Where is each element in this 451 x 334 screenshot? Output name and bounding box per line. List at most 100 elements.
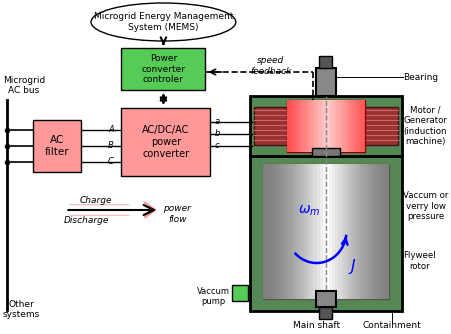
Text: $J$: $J$ xyxy=(347,257,355,276)
Text: Containment: Containment xyxy=(362,321,421,330)
Bar xyxy=(304,100,307,152)
Bar xyxy=(336,100,338,152)
Bar xyxy=(263,164,266,299)
Bar xyxy=(366,164,369,299)
Bar xyxy=(289,100,291,152)
Text: Power
converter
controler: Power converter controler xyxy=(141,54,185,84)
Bar xyxy=(296,100,299,152)
Text: Vaccum
pump: Vaccum pump xyxy=(196,287,229,306)
Bar xyxy=(294,100,296,152)
Bar xyxy=(315,291,336,307)
Bar xyxy=(331,164,335,299)
Bar xyxy=(335,164,338,299)
Bar xyxy=(291,100,294,152)
Bar xyxy=(312,100,315,152)
Text: power
flow: power flow xyxy=(163,204,191,224)
Bar xyxy=(266,164,269,299)
Bar xyxy=(349,100,351,152)
Text: Microgrid Energy Management
System (MEMS): Microgrid Energy Management System (MEMS… xyxy=(93,12,233,32)
Bar xyxy=(297,164,300,299)
Text: Other
systems: Other systems xyxy=(3,300,40,319)
Bar xyxy=(362,107,397,145)
Ellipse shape xyxy=(91,3,235,41)
Bar xyxy=(378,164,382,299)
Text: Flyweel
rotor: Flyweel rotor xyxy=(403,251,435,271)
Bar xyxy=(315,100,318,152)
Bar xyxy=(299,100,302,152)
Text: B: B xyxy=(108,141,114,150)
Bar xyxy=(278,164,281,299)
Bar xyxy=(231,285,248,301)
Bar xyxy=(369,164,372,299)
Bar xyxy=(319,164,322,299)
Bar xyxy=(302,100,304,152)
Bar xyxy=(316,164,319,299)
Bar xyxy=(372,164,375,299)
Text: Vaccum or
verry low
pressure: Vaccum or verry low pressure xyxy=(403,191,448,221)
Bar xyxy=(328,100,331,152)
Bar xyxy=(351,100,354,152)
Text: b: b xyxy=(214,129,220,138)
Bar xyxy=(300,164,304,299)
Bar xyxy=(346,100,349,152)
Text: C: C xyxy=(108,157,114,166)
Bar xyxy=(353,164,356,299)
Bar xyxy=(322,164,325,299)
Bar xyxy=(307,164,309,299)
Bar xyxy=(309,100,312,152)
Bar xyxy=(350,164,353,299)
Bar xyxy=(363,164,366,299)
Bar xyxy=(359,100,362,152)
Text: Motor /
Generator
(induction
machine): Motor / Generator (induction machine) xyxy=(403,106,446,146)
Bar xyxy=(275,164,278,299)
Bar xyxy=(362,100,364,152)
Text: AC/DC/AC
power
converter: AC/DC/AC power converter xyxy=(142,125,189,159)
Text: Microgrid
AC bus: Microgrid AC bus xyxy=(3,75,45,95)
Bar xyxy=(313,164,316,299)
Text: AC
filter: AC filter xyxy=(45,135,69,157)
Text: A: A xyxy=(108,125,114,134)
Bar xyxy=(311,148,339,156)
Bar xyxy=(338,164,341,299)
Bar xyxy=(32,120,81,172)
Text: Main shaft: Main shaft xyxy=(292,321,340,330)
Bar xyxy=(309,164,313,299)
Text: Charge: Charge xyxy=(79,195,112,204)
Bar xyxy=(288,164,291,299)
Bar xyxy=(250,156,400,311)
Bar xyxy=(263,164,388,299)
Bar xyxy=(294,164,297,299)
Bar xyxy=(315,68,336,96)
Bar xyxy=(269,164,272,299)
Bar xyxy=(357,100,359,152)
Bar xyxy=(320,100,322,152)
Bar xyxy=(338,100,341,152)
Bar xyxy=(285,164,288,299)
Text: a: a xyxy=(214,117,220,126)
Bar xyxy=(281,164,285,299)
Text: speed
feedback: speed feedback xyxy=(249,56,291,76)
Bar xyxy=(328,164,331,299)
Bar xyxy=(341,100,344,152)
Bar xyxy=(307,100,309,152)
Bar xyxy=(325,100,328,152)
Text: $\omega_m$: $\omega_m$ xyxy=(297,204,320,218)
Bar xyxy=(375,164,378,299)
Bar xyxy=(331,100,333,152)
Text: Bearing: Bearing xyxy=(403,72,437,81)
Bar xyxy=(341,164,344,299)
Bar xyxy=(359,164,363,299)
Text: c: c xyxy=(214,141,219,150)
Bar xyxy=(286,100,364,152)
Bar xyxy=(304,164,307,299)
Bar xyxy=(325,164,328,299)
Bar xyxy=(291,164,294,299)
FancyArrow shape xyxy=(70,202,156,218)
Bar xyxy=(319,307,332,319)
Bar xyxy=(347,164,350,299)
Bar xyxy=(253,107,289,145)
Bar xyxy=(333,100,336,152)
Bar xyxy=(319,56,332,68)
Bar xyxy=(382,164,385,299)
Bar xyxy=(354,100,357,152)
